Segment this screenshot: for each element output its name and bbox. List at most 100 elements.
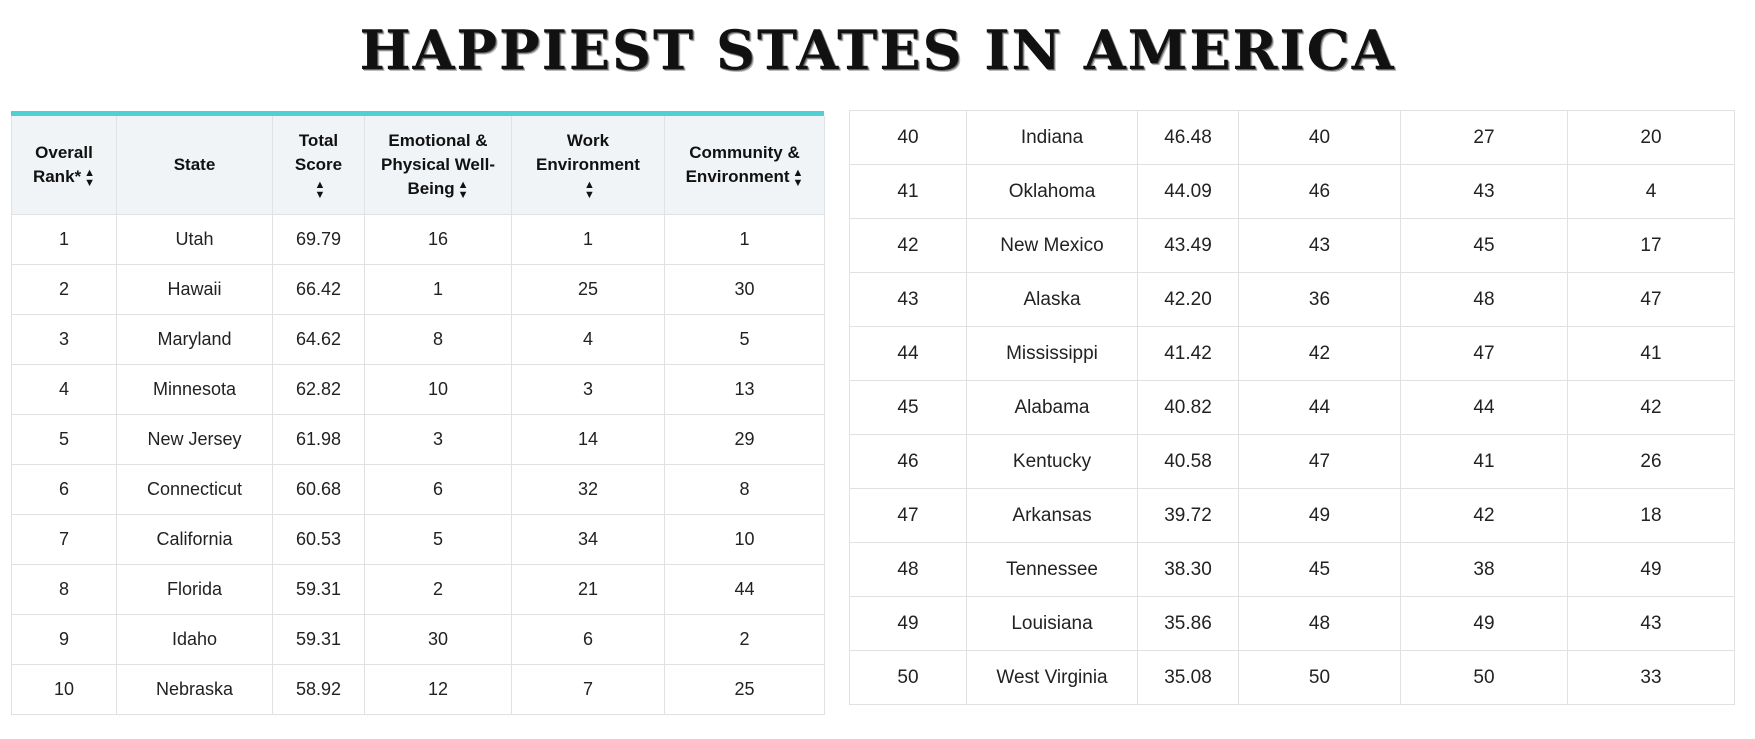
- column-header-emotional-physical[interactable]: Emotional & Physical Well-Being ▲ ▼: [364, 116, 512, 215]
- state-cell: Nebraska: [116, 664, 273, 715]
- state-cell: Louisiana: [966, 596, 1138, 651]
- total-score-cell: 41.42: [1137, 326, 1239, 381]
- total-score-cell: 59.31: [272, 564, 365, 615]
- column-header-community-environment[interactable]: Community & Environment ▲ ▼: [664, 116, 825, 215]
- total-score-cell: 46.48: [1137, 110, 1239, 165]
- state-cell: Idaho: [116, 614, 273, 665]
- total-score-cell: 61.98: [272, 414, 365, 465]
- table-row: 46 Kentucky 40.58 47 41 26: [849, 434, 1735, 489]
- column-header-label: Community & Environment: [685, 143, 800, 186]
- table-row: 49 Louisiana 35.86 48 49 43: [849, 596, 1735, 651]
- emotional-physical-cell: 1: [364, 264, 512, 315]
- table-row: 43 Alaska 42.20 36 48 47: [849, 272, 1735, 327]
- sort-icon[interactable]: ▲ ▼: [314, 178, 326, 201]
- work-environment-cell: 47: [1400, 326, 1568, 381]
- total-score-cell: 64.62: [272, 314, 365, 365]
- table-row: 45 Alabama 40.82 44 44 42: [849, 380, 1735, 435]
- column-header-work-environment[interactable]: Work Environment ▲ ▼: [511, 116, 665, 215]
- emotional-physical-cell: 36: [1238, 272, 1401, 327]
- state-cell: Maryland: [116, 314, 273, 365]
- community-environment-cell: 2: [664, 614, 825, 665]
- emotional-physical-cell: 50: [1238, 650, 1401, 705]
- community-environment-cell: 25: [664, 664, 825, 715]
- community-environment-cell: 49: [1567, 542, 1735, 597]
- emotional-physical-cell: 47: [1238, 434, 1401, 489]
- community-environment-cell: 4: [1567, 164, 1735, 219]
- community-environment-cell: 20: [1567, 110, 1735, 165]
- rank-cell: 50: [849, 650, 967, 705]
- work-environment-cell: 50: [1400, 650, 1568, 705]
- community-environment-cell: 8: [664, 464, 825, 515]
- work-environment-cell: 21: [511, 564, 665, 615]
- table-row: 5 New Jersey 61.98 3 14 29: [11, 414, 825, 465]
- rank-cell: 1: [11, 214, 117, 265]
- total-score-cell: 59.31: [272, 614, 365, 665]
- state-cell: Tennessee: [966, 542, 1138, 597]
- emotional-physical-cell: 8: [364, 314, 512, 365]
- state-cell: Utah: [116, 214, 273, 265]
- community-environment-cell: 30: [664, 264, 825, 315]
- table-row: 4 Minnesota 62.82 10 3 13: [11, 364, 825, 415]
- total-score-cell: 39.72: [1137, 488, 1239, 543]
- community-environment-cell: 10: [664, 514, 825, 565]
- emotional-physical-cell: 40: [1238, 110, 1401, 165]
- sort-icon[interactable]: ▲ ▼: [457, 178, 469, 201]
- emotional-physical-cell: 46: [1238, 164, 1401, 219]
- total-score-cell: 60.68: [272, 464, 365, 515]
- table-row: 48 Tennessee 38.30 45 38 49: [849, 542, 1735, 597]
- state-cell: New Jersey: [116, 414, 273, 465]
- community-environment-cell: 42: [1567, 380, 1735, 435]
- work-environment-cell: 43: [1400, 164, 1568, 219]
- sort-icon[interactable]: ▲ ▼: [84, 166, 96, 189]
- work-environment-cell: 25: [511, 264, 665, 315]
- rankings-table-continued: 40 Indiana 46.48 40 27 20 41 Oklahoma 44.09 46 43 4…: [849, 110, 1735, 705]
- work-environment-cell: 41: [1400, 434, 1568, 489]
- work-environment-cell: 48: [1400, 272, 1568, 327]
- emotional-physical-cell: 2: [364, 564, 512, 615]
- column-header-total-score[interactable]: Total Score ▲ ▼: [272, 116, 365, 215]
- table-row: 6 Connecticut 60.68 6 32 8: [11, 464, 825, 515]
- work-environment-cell: 32: [511, 464, 665, 515]
- column-header-overall-rank[interactable]: Overall Rank* ▲ ▼: [11, 116, 117, 215]
- total-score-cell: 38.30: [1137, 542, 1239, 597]
- rank-cell: 44: [849, 326, 967, 381]
- state-cell: Alabama: [966, 380, 1138, 435]
- total-score-cell: 60.53: [272, 514, 365, 565]
- work-environment-cell: 14: [511, 414, 665, 465]
- emotional-physical-cell: 43: [1238, 218, 1401, 273]
- community-environment-cell: 17: [1567, 218, 1735, 273]
- state-cell: West Virginia: [966, 650, 1138, 705]
- table-row: 10 Nebraska 58.92 12 7 25: [11, 664, 825, 715]
- total-score-cell: 66.42: [272, 264, 365, 315]
- column-header-state: State: [116, 116, 273, 215]
- total-score-cell: 44.09: [1137, 164, 1239, 219]
- rank-cell: 5: [11, 414, 117, 465]
- sort-icon[interactable]: ▲ ▼: [792, 166, 804, 189]
- rankings-table: Overall Rank* ▲ ▼ State Total Score ▲ ▼ Emot…: [11, 116, 825, 715]
- emotional-physical-cell: 48: [1238, 596, 1401, 651]
- community-environment-cell: 33: [1567, 650, 1735, 705]
- table-row: 41 Oklahoma 44.09 46 43 4: [849, 164, 1735, 219]
- state-cell: Arkansas: [966, 488, 1138, 543]
- table-row: 42 New Mexico 43.49 43 45 17: [849, 218, 1735, 273]
- column-header-label: Overall Rank*: [32, 143, 93, 186]
- rank-cell: 2: [11, 264, 117, 315]
- emotional-physical-cell: 5: [364, 514, 512, 565]
- state-cell: Alaska: [966, 272, 1138, 327]
- sort-icon[interactable]: ▲ ▼: [584, 178, 595, 201]
- state-cell: Florida: [116, 564, 273, 615]
- state-cell: Mississippi: [966, 326, 1138, 381]
- rankings-table-top: Overall Rank* ▲ ▼ State Total Score ▲ ▼ Emot…: [11, 111, 825, 715]
- table-row: 44 Mississippi 41.42 42 47 41: [849, 326, 1735, 381]
- table-row: 3 Maryland 64.62 8 4 5: [11, 314, 825, 365]
- table-row: 40 Indiana 46.48 40 27 20: [849, 110, 1735, 165]
- rankings-table-continued-body: 40 Indiana 46.48 40 27 20 41 Oklahoma 44.09 46 43 4…: [849, 110, 1735, 705]
- state-cell: Hawaii: [116, 264, 273, 315]
- community-environment-cell: 5: [664, 314, 825, 365]
- rank-cell: 3: [11, 314, 117, 365]
- rank-cell: 41: [849, 164, 967, 219]
- rank-cell: 46: [849, 434, 967, 489]
- emotional-physical-cell: 30: [364, 614, 512, 665]
- emotional-physical-cell: 42: [1238, 326, 1401, 381]
- work-environment-cell: 45: [1400, 218, 1568, 273]
